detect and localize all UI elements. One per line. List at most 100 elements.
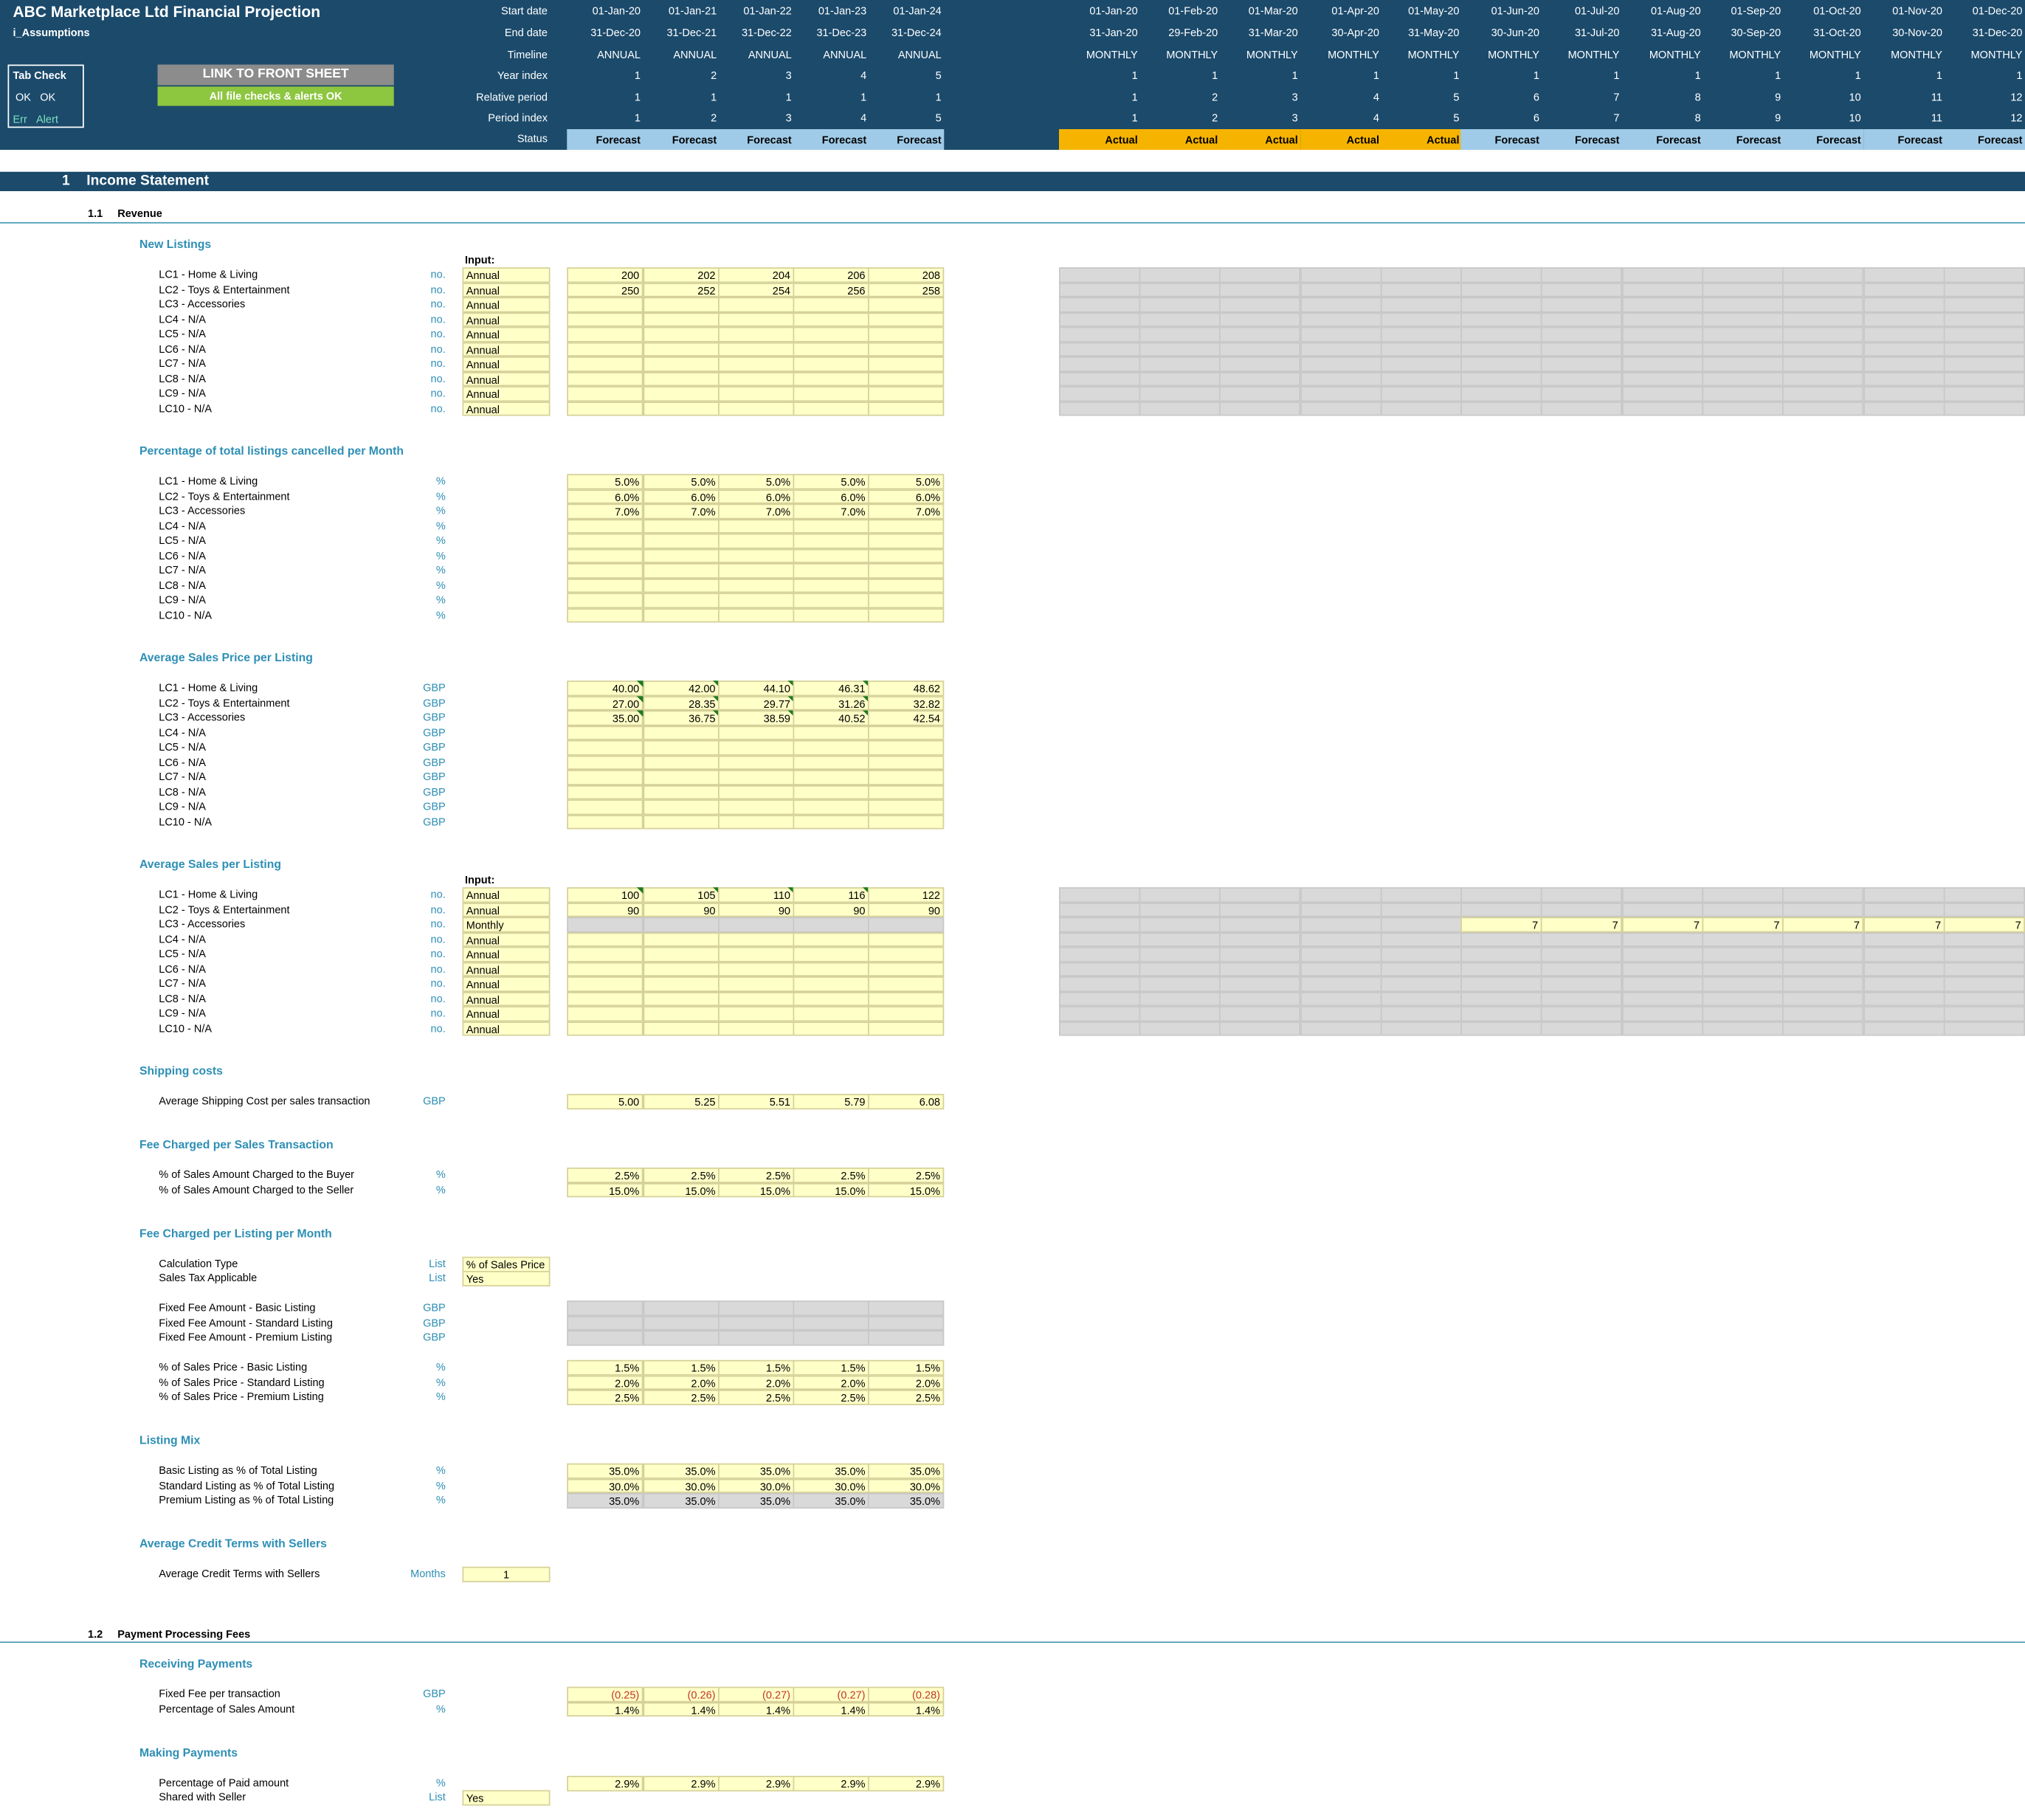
annual-input-cell[interactable] <box>793 770 869 785</box>
annual-input-cell[interactable] <box>868 1300 945 1316</box>
annual-input-cell[interactable] <box>718 386 795 401</box>
annual-input-cell[interactable]: 35.0% <box>793 1463 869 1478</box>
annual-input-cell[interactable]: 90 <box>793 902 869 917</box>
annual-input-cell[interactable] <box>718 931 795 947</box>
annual-input-cell[interactable] <box>793 961 869 976</box>
annual-input-cell[interactable] <box>643 356 720 372</box>
credit-terms-input[interactable]: 1 <box>462 1566 551 1582</box>
annual-input-cell[interactable] <box>868 563 945 579</box>
annual-input-cell[interactable]: (0.27) <box>793 1686 869 1702</box>
annual-input-cell[interactable]: 44.10 <box>718 680 795 696</box>
annual-input-cell[interactable]: 2.5% <box>643 1390 720 1405</box>
annual-input-cell[interactable] <box>793 814 869 830</box>
monthly-input-cell[interactable]: 7 <box>1540 917 1622 932</box>
annual-input-cell[interactable] <box>793 607 869 623</box>
annual-input-cell[interactable] <box>718 1300 795 1316</box>
input-selector-cell[interactable]: Annual <box>462 326 551 342</box>
annual-input-cell[interactable] <box>793 976 869 992</box>
annual-input-cell[interactable] <box>868 1006 945 1021</box>
annual-input-cell[interactable]: 2.5% <box>868 1168 945 1183</box>
annual-input-cell[interactable] <box>718 754 795 770</box>
annual-input-cell[interactable] <box>718 799 795 815</box>
annual-input-cell[interactable] <box>718 356 795 372</box>
annual-input-cell[interactable]: 122 <box>868 887 945 903</box>
annual-input-cell[interactable] <box>718 1315 795 1331</box>
annual-input-cell[interactable] <box>868 770 945 785</box>
annual-input-cell[interactable]: 40.52 <box>793 710 869 725</box>
annual-input-cell[interactable]: 7.0% <box>718 503 795 519</box>
annual-input-cell[interactable]: 7.0% <box>868 503 945 519</box>
annual-input-cell[interactable]: 35.0% <box>793 1493 869 1509</box>
annual-input-cell[interactable] <box>793 593 869 608</box>
annual-input-cell[interactable]: 2.5% <box>868 1390 945 1405</box>
annual-input-cell[interactable] <box>567 799 644 815</box>
annual-input-cell[interactable] <box>793 356 869 372</box>
annual-input-cell[interactable]: 2.5% <box>718 1168 795 1183</box>
annual-input-cell[interactable]: 28.35 <box>643 695 720 711</box>
annual-input-cell[interactable]: 6.0% <box>643 489 720 504</box>
input-selector-cell[interactable]: % of Sales Price <box>462 1256 551 1272</box>
annual-input-cell[interactable] <box>718 341 795 356</box>
annual-input-cell[interactable]: 35.0% <box>643 1493 720 1509</box>
annual-input-cell[interactable] <box>718 770 795 785</box>
annual-input-cell[interactable] <box>868 754 945 770</box>
annual-input-cell[interactable]: 6.0% <box>868 489 945 504</box>
annual-input-cell[interactable] <box>793 548 869 563</box>
annual-input-cell[interactable] <box>718 725 795 740</box>
annual-input-cell[interactable]: 7.0% <box>793 503 869 519</box>
annual-input-cell[interactable] <box>643 961 720 976</box>
input-selector-cell[interactable]: Yes <box>462 1790 551 1805</box>
annual-input-cell[interactable]: 15.0% <box>793 1182 869 1198</box>
annual-input-cell[interactable]: 15.0% <box>718 1182 795 1198</box>
annual-input-cell[interactable] <box>868 311 945 327</box>
input-selector-cell[interactable]: Annual <box>462 297 551 312</box>
annual-input-cell[interactable] <box>567 593 644 608</box>
annual-input-cell[interactable] <box>868 607 945 623</box>
annual-input-cell[interactable] <box>793 917 869 932</box>
annual-input-cell[interactable]: 36.75 <box>643 710 720 725</box>
annual-input-cell[interactable] <box>643 976 720 992</box>
annual-input-cell[interactable] <box>718 740 795 755</box>
annual-input-cell[interactable] <box>643 1315 720 1331</box>
annual-input-cell[interactable] <box>643 548 720 563</box>
annual-input-cell[interactable]: 35.00 <box>567 710 644 725</box>
annual-input-cell[interactable]: 1.4% <box>793 1701 869 1717</box>
annual-input-cell[interactable]: 1.4% <box>718 1701 795 1717</box>
annual-input-cell[interactable] <box>567 371 644 387</box>
annual-input-cell[interactable] <box>868 371 945 387</box>
annual-input-cell[interactable] <box>793 1006 869 1021</box>
annual-input-cell[interactable] <box>868 931 945 947</box>
annual-input-cell[interactable] <box>567 386 644 401</box>
annual-input-cell[interactable] <box>643 563 720 579</box>
input-selector-cell[interactable]: Annual <box>462 946 551 962</box>
annual-input-cell[interactable]: 6.0% <box>793 489 869 504</box>
annual-input-cell[interactable] <box>567 1315 644 1331</box>
monthly-input-cell[interactable]: 7 <box>1782 917 1864 932</box>
annual-input-cell[interactable] <box>567 814 644 830</box>
annual-input-cell[interactable] <box>793 931 869 947</box>
annual-input-cell[interactable] <box>793 946 869 962</box>
annual-input-cell[interactable]: 5.0% <box>718 474 795 489</box>
annual-input-cell[interactable] <box>868 799 945 815</box>
annual-input-cell[interactable]: 5.0% <box>868 474 945 489</box>
annual-input-cell[interactable] <box>567 356 644 372</box>
annual-input-cell[interactable] <box>868 401 945 416</box>
annual-input-cell[interactable] <box>868 946 945 962</box>
annual-input-cell[interactable] <box>868 533 945 548</box>
annual-input-cell[interactable] <box>718 917 795 932</box>
annual-input-cell[interactable]: 1.4% <box>868 1701 945 1717</box>
annual-input-cell[interactable] <box>793 341 869 356</box>
input-selector-cell[interactable]: Annual <box>462 401 551 416</box>
annual-input-cell[interactable] <box>643 311 720 327</box>
annual-input-cell[interactable] <box>567 931 644 947</box>
annual-input-cell[interactable]: (0.25) <box>567 1686 644 1702</box>
annual-input-cell[interactable]: 208 <box>868 267 945 283</box>
annual-input-cell[interactable] <box>718 593 795 608</box>
annual-input-cell[interactable] <box>643 754 720 770</box>
annual-input-cell[interactable]: 30.0% <box>718 1478 795 1493</box>
annual-input-cell[interactable]: (0.26) <box>643 1686 720 1702</box>
input-selector-cell[interactable]: Annual <box>462 1006 551 1021</box>
annual-input-cell[interactable] <box>868 917 945 932</box>
annual-input-cell[interactable]: 48.62 <box>868 680 945 696</box>
annual-input-cell[interactable] <box>718 401 795 416</box>
